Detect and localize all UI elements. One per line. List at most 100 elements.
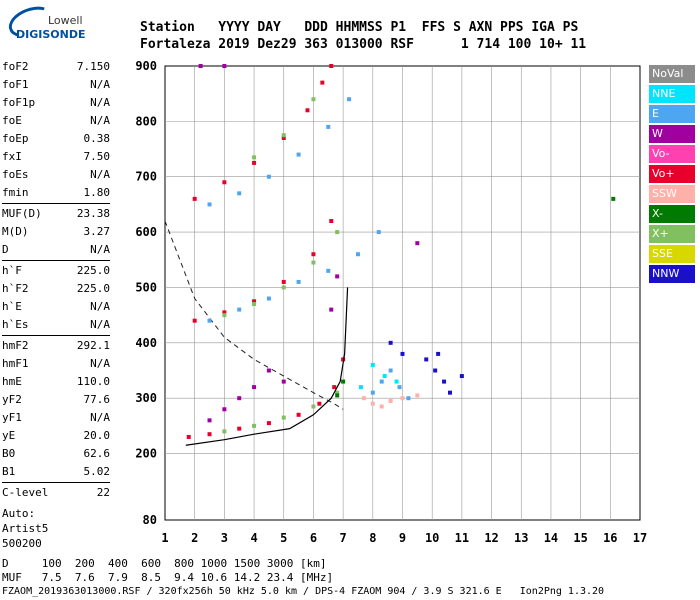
polarization-legend: NoVal NNE E W Vo- Vo+ SSW X- X+ SSE NNW xyxy=(649,65,695,285)
param-row-fmin: fmin 1.80 xyxy=(2,184,110,202)
data-point-nnw xyxy=(433,368,438,373)
x-tick-label: 14 xyxy=(544,531,558,545)
param-value: 7.50 xyxy=(83,150,111,163)
data-point-vo xyxy=(296,412,301,417)
parameter-panel: foF2 7.150 foF1 N/A foF1p N/A foE N/A foEp 0.38 fx… xyxy=(2,58,110,551)
param-separator xyxy=(2,260,110,261)
logo-text-lowell: Lowell xyxy=(48,14,83,27)
data-point-e xyxy=(207,318,212,323)
param-key: h`F xyxy=(2,264,22,277)
legend-item-ssw: SSW xyxy=(649,185,695,203)
param-value: N/A xyxy=(90,78,110,91)
data-point-ssw xyxy=(388,398,393,403)
data-point-vo xyxy=(320,80,325,85)
data-point-vo xyxy=(311,252,316,257)
data-point-vo xyxy=(207,432,212,437)
data-point-nnw xyxy=(442,379,447,384)
electron-density-profile xyxy=(185,287,349,446)
data-point-nnw xyxy=(436,351,441,356)
param-value: 225.0 xyxy=(76,264,110,277)
param-key: D xyxy=(2,243,9,256)
param-value: N/A xyxy=(90,318,110,331)
data-point-vo xyxy=(186,434,191,439)
data-point-vo xyxy=(329,219,334,224)
x-tick-label: 12 xyxy=(484,531,498,545)
data-point-vo xyxy=(252,299,257,304)
data-point-vo xyxy=(329,64,334,68)
data-point-e xyxy=(326,124,331,129)
data-point-x xyxy=(222,313,227,318)
footer-file-info: FZAOM_2019363013000.RSF / 320fx256h 50 k… xyxy=(2,586,605,597)
data-point-w xyxy=(237,396,242,401)
data-point-x xyxy=(335,393,340,398)
logo-text-digisonde: DIGISONDE xyxy=(16,28,86,41)
param-row-mufd: MUF(D) 23.38 xyxy=(2,205,110,223)
legend-item-w: W xyxy=(649,125,695,143)
data-point-e xyxy=(397,385,402,390)
legend-item-e: E xyxy=(649,105,695,123)
data-point-w xyxy=(266,368,271,373)
data-point-nnw xyxy=(388,340,393,345)
param-row-fof1: foF1 N/A xyxy=(2,76,110,94)
legend-item-x: X- xyxy=(649,205,695,223)
data-point-x xyxy=(222,429,227,434)
data-point-x xyxy=(281,133,286,138)
y-tick-label: 900 xyxy=(135,59,157,73)
data-point-vo xyxy=(305,108,310,113)
param-value: N/A xyxy=(90,411,110,424)
data-point-w xyxy=(222,407,227,412)
param-row-he: h`E N/A xyxy=(2,298,110,316)
auto-scaling-info: Auto: Artist5 500200 xyxy=(2,506,110,551)
y-tick-label: 400 xyxy=(135,336,157,350)
param-value: 20.0 xyxy=(83,429,111,442)
data-point-vo xyxy=(332,385,337,390)
param-key: foE xyxy=(2,114,22,127)
data-point-x xyxy=(281,285,286,290)
param-value: 62.6 xyxy=(83,447,111,460)
data-point-nne xyxy=(394,379,399,384)
param-value: 1.80 xyxy=(83,186,111,199)
param-row-yf1: yF1 N/A xyxy=(2,409,110,427)
data-point-e xyxy=(376,230,381,235)
param-row-hmf1: hmF1 N/A xyxy=(2,355,110,373)
param-value: 5.02 xyxy=(83,465,111,478)
param-key: fmin xyxy=(2,186,29,199)
param-row-yf2: yF2 77.6 xyxy=(2,391,110,409)
data-point-w xyxy=(335,274,340,279)
param-key: hmF2 xyxy=(2,339,29,352)
param-value: 225.0 xyxy=(76,282,110,295)
param-value: 0.38 xyxy=(83,132,111,145)
y-tick-label: 500 xyxy=(135,280,157,294)
data-point-vo xyxy=(237,426,242,431)
param-row-foes: foEs N/A xyxy=(2,166,110,184)
param-row-hf2: h`F2 225.0 xyxy=(2,280,110,298)
legend-item-nne: NNE xyxy=(649,85,695,103)
param-key: h`F2 xyxy=(2,282,29,295)
data-point-e xyxy=(370,390,375,395)
y-tick-label: 700 xyxy=(135,170,157,184)
auto-line: Artist5 xyxy=(2,522,49,535)
legend-item-x: X+ xyxy=(649,225,695,243)
param-row-foep: foEp 0.38 xyxy=(2,130,110,148)
y-tick-label: 300 xyxy=(135,391,157,405)
data-point-ssw xyxy=(361,396,366,401)
param-key: foF1 xyxy=(2,78,29,91)
data-point-e xyxy=(326,268,331,273)
data-point-ssw xyxy=(370,401,375,406)
x-tick-label: 11 xyxy=(455,531,469,545)
param-value: 7.150 xyxy=(76,60,110,73)
param-key: B0 xyxy=(2,447,16,460)
x-tick-label: 3 xyxy=(221,531,228,545)
param-row-foe: foE N/A xyxy=(2,112,110,130)
legend-item-vo: Vo+ xyxy=(649,165,695,183)
param-value: 110.0 xyxy=(76,375,110,388)
param-key: M(D) xyxy=(2,225,29,238)
data-point-x xyxy=(311,260,316,265)
data-point-w xyxy=(222,64,227,68)
lowell-logo: Lowell DIGISONDE xyxy=(4,0,85,44)
data-point-vo xyxy=(192,318,197,323)
data-point-e xyxy=(388,368,393,373)
auto-line: Auto: xyxy=(2,507,36,520)
param-row-hf: h`F 225.0 xyxy=(2,262,110,280)
x-tick-label: 5 xyxy=(280,531,287,545)
